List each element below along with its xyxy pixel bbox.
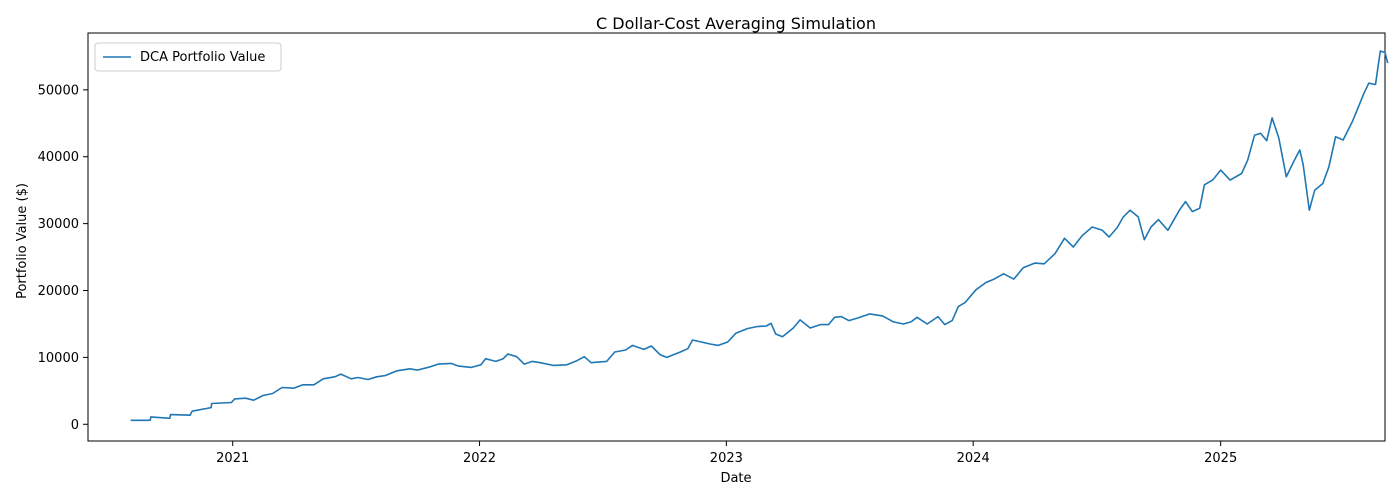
legend: DCA Portfolio Value — [94, 42, 282, 72]
series-line-dca-portfolio-value — [130, 50, 1389, 422]
x-tick-label: 2021 — [216, 451, 249, 466]
y-axis-title: Portfolio Value ($) — [15, 183, 30, 299]
y-axis: 0 10000 20000 30000 40000 50000 — [38, 83, 88, 433]
x-tick-label: 2025 — [1204, 451, 1237, 466]
x-axis: 2021 2022 2023 2024 2025 — [216, 441, 1237, 466]
y-tick-label: 30000 — [38, 217, 79, 232]
legend-label: DCA Portfolio Value — [140, 50, 265, 65]
chart-title: C Dollar-Cost Averaging Simulation — [596, 14, 876, 33]
plot-area — [87, 32, 1386, 442]
y-tick-label: 20000 — [38, 284, 79, 299]
y-tick-label: 0 — [71, 418, 79, 433]
x-tick-label: 2024 — [957, 451, 990, 466]
y-tick-label: 10000 — [38, 351, 79, 366]
x-tick-label: 2022 — [463, 451, 496, 466]
legend-box — [94, 42, 282, 72]
y-tick-label: 50000 — [38, 83, 79, 98]
x-axis-title: Date — [720, 471, 751, 486]
y-tick-label: 40000 — [38, 150, 79, 165]
x-tick-label: 2023 — [710, 451, 743, 466]
